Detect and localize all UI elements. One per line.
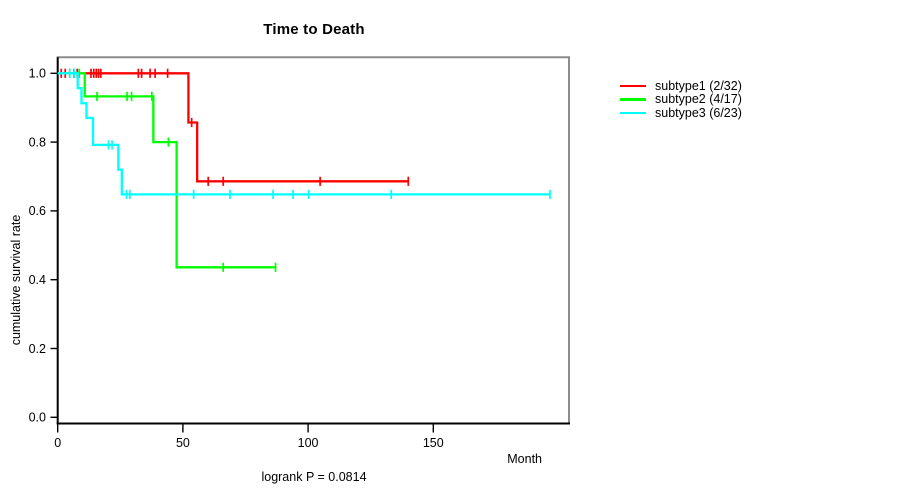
legend-label: subtype1 (2/32) [655,78,742,93]
legend-label: subtype3 (6/23) [655,105,742,120]
series-path-3 [57,72,551,196]
y-tick-label: 0.6 [29,204,46,218]
y-tick-label: 1.0 [29,67,46,81]
legend-line-swatch [620,111,646,115]
y-tick-label: 0.0 [29,411,46,425]
series-path-2 [57,72,277,269]
legend-item: subtype3 (6/23) [620,106,742,120]
chart-title: Time to Death [263,21,365,38]
x-tick-label: 0 [54,436,61,450]
legend-line-swatch [620,98,646,101]
y-tick-label: 0.4 [29,273,46,287]
legend-item: subtype1 (2/32) [620,79,742,93]
legend-item: subtype2 (4/17) [620,92,742,107]
logrank-annotation: logrank P = 0.0814 [261,470,367,484]
y-axis-label: cumulative survival rate [9,214,23,346]
x-tick-label: 100 [298,436,319,450]
x-tick-label: 50 [176,436,190,450]
legend-label: subtype2 (4/17) [655,92,742,107]
x-tick-label: 150 [423,436,444,450]
legend: subtype1 (2/32) subtype2 (4/17) subtype3 (… [620,79,742,120]
x-axis-label: Month [507,452,542,466]
y-tick-label: 0.8 [29,135,46,149]
legend-line-swatch [620,84,646,88]
series-path-1 [57,72,410,183]
y-tick-label: 0.2 [29,342,46,356]
